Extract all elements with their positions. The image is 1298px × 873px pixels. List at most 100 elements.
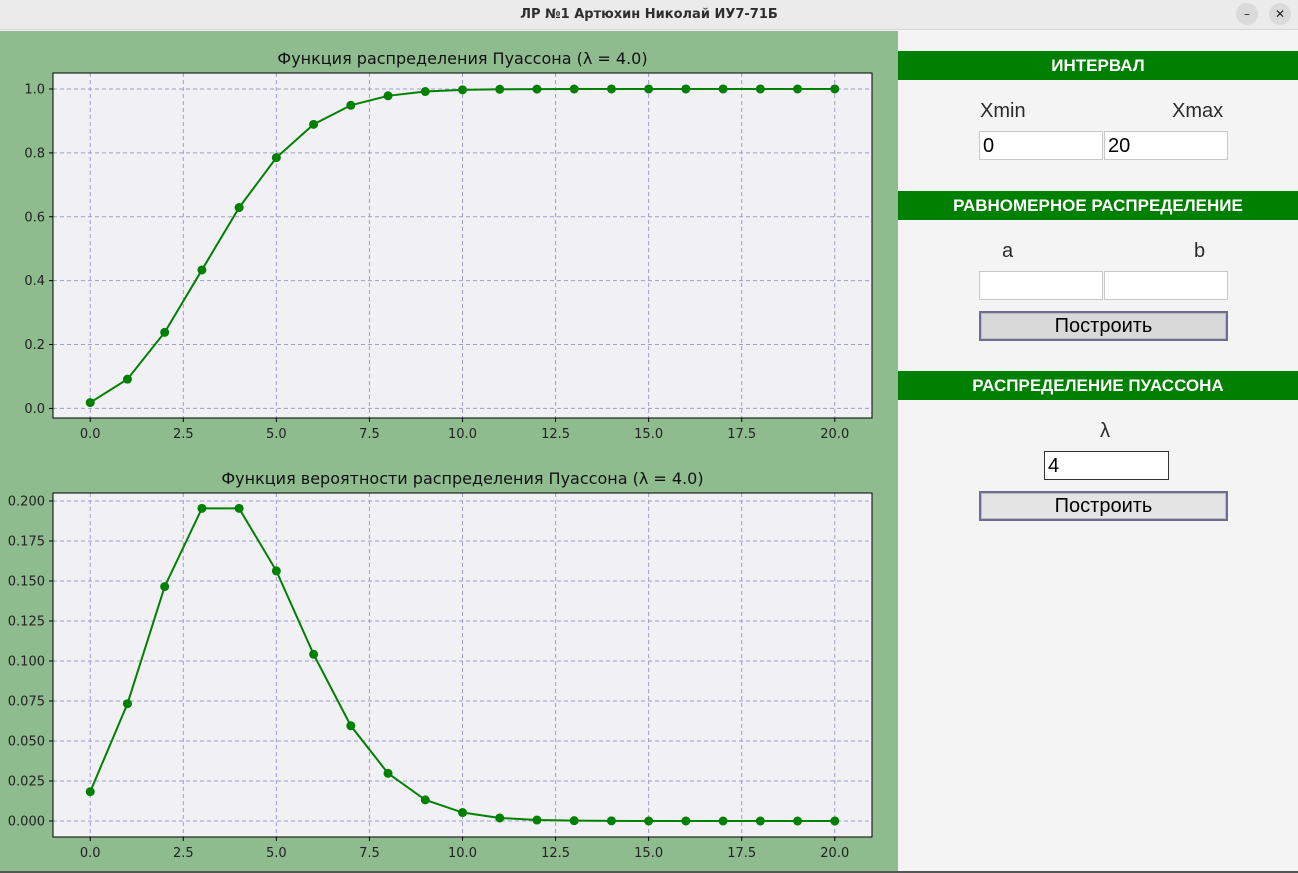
chart-0-xtick-label-5: 12.5 — [541, 427, 570, 442]
chart-1-title: Функция вероятности распределения Пуассо… — [221, 469, 703, 488]
b-label: b — [1194, 240, 1206, 262]
chart-1-point-2 — [160, 582, 170, 592]
chart-1-xtick-label-7: 17.5 — [727, 846, 756, 861]
chart-0-point-14 — [606, 84, 616, 94]
chart-0-xtick-label-0: 0.0 — [80, 427, 101, 442]
chart-0-xtick-label-8: 20.0 — [820, 427, 849, 442]
chart-0-point-18 — [755, 84, 765, 94]
b-input[interactable] — [1104, 271, 1228, 300]
chart-0-point-7 — [346, 100, 356, 110]
chart-1-point-19 — [793, 816, 803, 826]
chart-1-xtick-label-1: 2.5 — [173, 846, 194, 861]
chart-1-point-4 — [234, 503, 244, 513]
chart-0-point-8 — [383, 91, 393, 101]
chart-0-point-9 — [420, 87, 430, 97]
control-panel: ИНТЕРВАЛ Xmin Xmax 0 20 РАВНОМЕРНОЕ РАСП… — [898, 31, 1298, 871]
window-bottom-border — [0, 871, 1298, 873]
xmax-input[interactable]: 20 — [1104, 131, 1228, 160]
interval-header: ИНТЕРВАЛ — [898, 51, 1298, 80]
chart-1-ytick-label-1: 0.025 — [8, 775, 45, 790]
chart-1-xtick-label-2: 5.0 — [266, 846, 287, 861]
chart-1-point-16 — [681, 816, 691, 826]
chart-0-ytick-label-3: 0.6 — [24, 210, 45, 225]
chart-1-point-20 — [830, 816, 840, 826]
chart-1-xtick-label-4: 10.0 — [448, 846, 477, 861]
chart-0-point-19 — [793, 84, 803, 94]
chart-0-point-20 — [830, 84, 840, 94]
chart-0-xtick-label-2: 5.0 — [266, 427, 287, 442]
chart-1-point-3 — [197, 503, 207, 513]
xmin-label: Xmin — [980, 100, 1026, 122]
chart-1-ytick-label-7: 0.175 — [8, 535, 45, 550]
chart-1-point-5 — [271, 566, 281, 576]
chart-0-xtick-label-1: 2.5 — [173, 427, 194, 442]
chart-1-ytick-label-2: 0.050 — [8, 735, 45, 750]
chart-1-xtick-label-6: 15.0 — [634, 846, 663, 861]
chart-1-point-6 — [309, 649, 319, 659]
chart-1-ytick-label-6: 0.150 — [8, 575, 45, 590]
chart-0-point-13 — [569, 84, 579, 94]
poisson-header: РАСПРЕДЕЛЕНИЕ ПУАССОНА — [898, 371, 1298, 400]
chart-1-point-1 — [122, 699, 132, 709]
chart-1-ytick-label-4: 0.100 — [8, 655, 45, 670]
chart-1-point-7 — [346, 721, 356, 731]
chart-0-point-17 — [718, 84, 728, 94]
chart-1-xtick-label-8: 20.0 — [820, 846, 849, 861]
chart-0-title: Функция распределения Пуассона (λ = 4.0) — [277, 49, 647, 68]
window-title: ЛР №1 Артюхин Николай ИУ7-71Б — [520, 7, 778, 22]
chart-1-point-0 — [85, 787, 95, 797]
minimize-icon[interactable]: – — [1236, 3, 1258, 25]
chart-0-point-11 — [495, 84, 505, 94]
chart-1-point-15 — [644, 816, 654, 826]
chart-1-point-8 — [383, 768, 393, 778]
chart-1-point-18 — [755, 816, 765, 826]
chart-1-point-11 — [495, 813, 505, 823]
poisson-build-button[interactable]: Построить — [979, 491, 1228, 521]
chart-1-ytick-label-8: 0.200 — [8, 495, 45, 510]
chart-1-point-14 — [606, 816, 616, 826]
window-titlebar: ЛР №1 Артюхин Николай ИУ7-71Б – ✕ — [0, 0, 1298, 30]
chart-1-point-9 — [420, 795, 430, 805]
uniform-build-button[interactable]: Построить — [979, 311, 1228, 341]
chart-1-point-13 — [569, 816, 579, 826]
close-icon[interactable]: ✕ — [1269, 3, 1291, 25]
chart-0-point-1 — [122, 374, 132, 384]
chart-1-ytick-label-0: 0.000 — [8, 815, 45, 830]
chart-1-ytick-label-5: 0.125 — [8, 615, 45, 630]
chart-1-ytick-label-3: 0.075 — [8, 695, 45, 710]
chart-1-point-10 — [458, 808, 467, 818]
chart-0-point-3 — [197, 265, 207, 275]
chart-0-point-10 — [458, 85, 467, 95]
lambda-input[interactable]: 4 — [1044, 451, 1169, 480]
chart-0-ytick-label-5: 1.0 — [24, 82, 45, 97]
plot-area: 0.0 2.5 5.0 7.5 10.0 12.5 15.0 17.5 20.0 0.0 0.2 0.… — [0, 31, 898, 871]
chart-0-point-6 — [309, 119, 319, 129]
xmax-label: Xmax — [1172, 100, 1224, 122]
chart-0-xtick-label-7: 17.5 — [727, 427, 756, 442]
chart-0-xtick-label-6: 15.0 — [634, 427, 663, 442]
chart-0-point-15 — [644, 84, 654, 94]
uniform-header: РАВНОМЕРНОЕ РАСПРЕДЕЛЕНИЕ — [898, 191, 1298, 220]
a-input[interactable] — [979, 271, 1103, 300]
chart-0-ytick-label-4: 0.8 — [24, 146, 45, 161]
chart-0-ytick-label-0: 0.0 — [24, 402, 45, 417]
chart-1-xtick-label-5: 12.5 — [541, 846, 570, 861]
chart-0-xtick-label-4: 10.0 — [448, 427, 477, 442]
chart-0-point-2 — [160, 327, 170, 337]
chart-0-xtick-label-3: 7.5 — [359, 427, 380, 442]
a-label: a — [1002, 240, 1014, 262]
chart-0-ytick-label-1: 0.2 — [24, 338, 45, 353]
chart-0-point-0 — [85, 398, 95, 408]
chart-1-xtick-label-0: 0.0 — [80, 846, 101, 861]
chart-1-point-17 — [718, 816, 728, 826]
chart-1-xtick-label-3: 7.5 — [359, 846, 380, 861]
lambda-label: λ — [1100, 420, 1110, 442]
chart-0-point-12 — [532, 84, 542, 94]
chart-0-ytick-label-2: 0.4 — [24, 274, 45, 289]
charts-canvas: 0.0 2.5 5.0 7.5 10.0 12.5 15.0 17.5 20.0 0.0 0.2 0.… — [8, 49, 873, 861]
chart-0-point-4 — [234, 203, 244, 213]
xmin-input[interactable]: 0 — [979, 131, 1103, 160]
chart-0-point-16 — [681, 84, 691, 94]
chart-1-point-12 — [532, 815, 542, 825]
chart-0-point-5 — [271, 153, 281, 163]
